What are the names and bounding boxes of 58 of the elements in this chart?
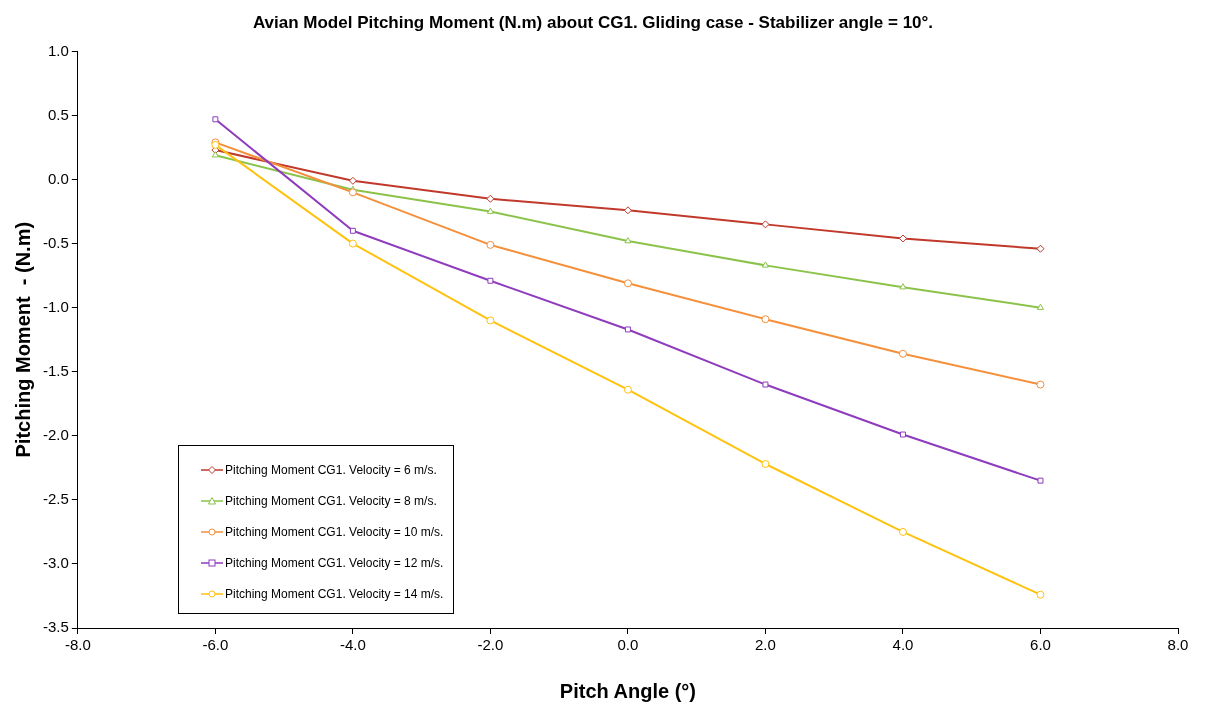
- legend-label: Pitching Moment CG1. Velocity = 8 m/s.: [225, 493, 437, 508]
- point: [623, 206, 632, 215]
- x-tick-label: 6.0: [1030, 636, 1051, 654]
- y-tick-label: 1.0: [47, 41, 69, 59]
- x-tick-label: 0.0: [617, 636, 639, 654]
- point: [486, 207, 494, 214]
- point: [349, 227, 356, 234]
- legend-label: Pitching Moment CG1. Velocity = 12 m/s.: [225, 555, 444, 570]
- point: [761, 261, 769, 268]
- y-tick-label: -0.5: [42, 233, 69, 251]
- point: [898, 349, 907, 358]
- y-axis-title: Pitching Moment - (N.m): [11, 221, 34, 458]
- point: [1036, 303, 1045, 310]
- point: [348, 188, 357, 197]
- point: [348, 176, 357, 185]
- x-tick-label: 2.0: [755, 636, 776, 654]
- x-tick-label: -8.0: [64, 636, 91, 654]
- legend-label: Pitching Moment CG1. Velocity = 14 m/s.: [225, 586, 444, 601]
- x-tick-label: -2.0: [477, 636, 504, 654]
- legend-label: Pitching Moment CG1. Velocity = 6 m/s.: [225, 462, 437, 477]
- y-tick-label: -1.5: [42, 361, 69, 379]
- y-tick-label: -1.0: [42, 297, 69, 315]
- y-tick-label: -2.5: [42, 490, 69, 508]
- x-tick-label: -6.0: [202, 636, 229, 654]
- point: [486, 194, 495, 203]
- point: [761, 315, 770, 324]
- point: [1036, 380, 1045, 389]
- point: [899, 283, 907, 290]
- point: [1037, 477, 1044, 484]
- point: [761, 220, 770, 229]
- y-tick-label: -3.5: [42, 618, 69, 636]
- point: [624, 326, 631, 333]
- point: [1036, 590, 1045, 599]
- chart-title: Avian Model Pitching Moment (N.m) about CG1. Gliding case - Stabilizer angle = 10°.: [252, 12, 934, 32]
- x-tick-label: 8.0: [1167, 636, 1189, 654]
- point: [486, 240, 495, 249]
- x-tick-label: -4.0: [339, 636, 366, 654]
- point: [762, 381, 769, 388]
- point: [623, 385, 632, 394]
- point: [348, 239, 357, 248]
- point: [624, 237, 632, 244]
- point: [486, 316, 495, 325]
- point: [487, 277, 494, 284]
- y-tick-label: 0.5: [47, 105, 69, 123]
- y-tick-label: 0.0: [47, 169, 69, 187]
- point: [898, 234, 907, 243]
- point: [212, 116, 219, 123]
- point: [761, 459, 770, 468]
- y-tick-label: -3.0: [42, 554, 69, 572]
- point: [211, 151, 219, 158]
- y-tick-label: -2.0: [42, 425, 69, 443]
- x-tick-label: 4.0: [892, 636, 914, 654]
- legend-label: Pitching Moment CG1. Velocity = 10 m/s.: [225, 524, 444, 539]
- x-axis-title: Pitch Angle (°): [559, 679, 696, 702]
- point: [1036, 244, 1045, 253]
- point: [898, 527, 907, 536]
- point: [899, 431, 906, 438]
- point: [623, 279, 632, 288]
